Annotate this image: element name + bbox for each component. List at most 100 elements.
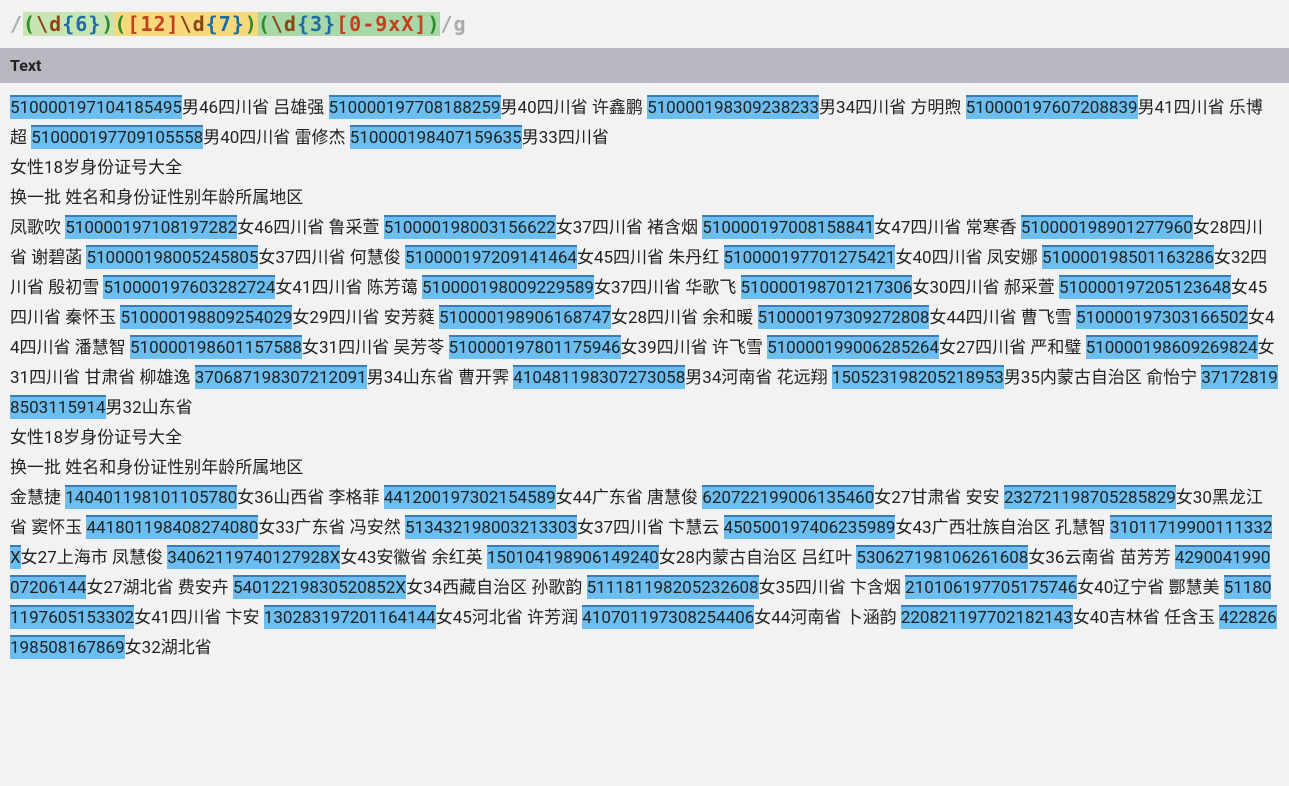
regex-match[interactable]: 510000197303166502 — [1076, 305, 1248, 329]
regex-match[interactable]: 530627198106261608 — [856, 545, 1028, 569]
regex-group3-close: ) — [427, 12, 440, 36]
regex-group3-quant: {3} — [297, 12, 336, 36]
regex-match[interactable]: 510000199006285264 — [767, 335, 939, 359]
regex-match[interactable]: 510000198501163286 — [1042, 245, 1214, 269]
plain-text: 女30四川省 郝采萱 — [912, 278, 1059, 298]
plain-text: 男34四川省 方明煦 — [819, 98, 966, 118]
plain-text: 女31四川省 吴芳苓 — [302, 338, 449, 358]
plain-text: 女35四川省 卞含烟 — [759, 578, 906, 598]
plain-text: 女45四川省 朱丹红 — [577, 248, 724, 268]
plain-text: 女29四川省 安芳蕤 — [292, 308, 439, 328]
plain-text: 换一批 姓名和身份证性别年龄所属地区 — [10, 188, 303, 208]
regex-group3-charclass: [0-9xX] — [336, 12, 427, 36]
plain-text: 男46四川省 吕雄强 — [182, 98, 329, 118]
regex-match[interactable]: 510000197104185495 — [10, 95, 182, 119]
text-section-header: Text — [0, 48, 1289, 83]
regex-match[interactable]: 510000197701275421 — [724, 245, 896, 269]
regex-match[interactable]: 511181198205232608 — [587, 575, 759, 599]
regex-match[interactable]: 510000197108197282 — [65, 215, 237, 239]
plain-text: 女45河北省 许芳润 — [436, 608, 583, 628]
plain-text: 女36云南省 苗芳芳 — [1028, 548, 1175, 568]
regex-group3-open: ( — [258, 12, 271, 36]
regex-match[interactable]: 510000198701217306 — [741, 275, 913, 299]
plain-text: 男34河南省 花远翔 — [685, 368, 832, 388]
regex-match[interactable]: 510000198901277960 — [1021, 215, 1193, 239]
plain-text: 换一批 姓名和身份证性别年龄所属地区 — [10, 458, 303, 478]
regex-match[interactable]: 410481198307273058 — [513, 365, 685, 389]
regex-match[interactable]: 513432198003213303 — [405, 515, 577, 539]
regex-match[interactable]: 510000197008158841 — [702, 215, 874, 239]
regex-group1-open: ( — [23, 12, 36, 36]
plain-text: 女37四川省 何慧俊 — [258, 248, 405, 268]
plain-text: 女41四川省 卞安 — [134, 608, 264, 628]
plain-text: 男35内蒙古自治区 俞怡宁 — [1004, 368, 1202, 388]
regex-match[interactable]: 140401198101105780 — [65, 485, 237, 509]
regex-match[interactable]: 510000197709105558 — [31, 125, 203, 149]
regex-expression-bar[interactable]: /(\d{6})([12]\d{7})(\d{3}[0-9xX])/g — [0, 0, 1289, 48]
regex-group3-escape: \d — [271, 12, 297, 36]
regex-match[interactable]: 510000198407159635 — [350, 125, 522, 149]
plain-text: 女40吉林省 任含玉 — [1073, 608, 1220, 628]
regex-match[interactable]: 510000198309238233 — [647, 95, 819, 119]
plain-text: 男40四川省 雷修杰 — [203, 128, 350, 148]
regex-group2-open: ( — [114, 12, 127, 36]
regex-match[interactable]: 510000197209141464 — [405, 245, 577, 269]
regex-match[interactable]: 54012219830520852X — [233, 575, 406, 599]
plain-text: 女37四川省 卞慧云 — [577, 518, 724, 538]
plain-text: 女27甘肃省 安安 — [874, 488, 1004, 508]
regex-match[interactable]: 130283197201164144 — [264, 605, 436, 629]
regex-open-delimiter: / — [10, 12, 23, 36]
regex-match[interactable]: 510000197607208839 — [966, 95, 1138, 119]
plain-text: 女37四川省 褚含烟 — [556, 218, 703, 238]
regex-match[interactable]: 441200197302154589 — [384, 485, 556, 509]
plain-text: 女27上海市 凤慧俊 — [21, 548, 168, 568]
regex-match[interactable]: 450500197406235989 — [724, 515, 896, 539]
plain-text: 女28四川省 余和暖 — [611, 308, 758, 328]
regex-match[interactable]: 510000198809254029 — [120, 305, 292, 329]
regex-match[interactable]: 150104198906149240 — [487, 545, 659, 569]
regex-match[interactable]: 510000197309272808 — [758, 305, 930, 329]
regex-match[interactable]: 510000198005245805 — [86, 245, 258, 269]
regex-close-delimiter: / — [440, 12, 453, 36]
regex-match[interactable]: 510000197801175946 — [449, 335, 621, 359]
regex-match[interactable]: 370687198307212091 — [195, 365, 367, 389]
plain-text: 男32山东省 — [106, 398, 193, 418]
plain-text: 女44河南省 卜涵韵 — [754, 608, 901, 628]
plain-text: 女40辽宁省 酆慧美 — [1077, 578, 1224, 598]
regex-match[interactable]: 510000197205123648 — [1059, 275, 1231, 299]
regex-match[interactable]: 410701197308254406 — [582, 605, 754, 629]
regex-match[interactable]: 510000198601157588 — [130, 335, 302, 359]
regex-group2-quant: {7} — [206, 12, 245, 36]
regex-match[interactable]: 620722199006135460 — [702, 485, 874, 509]
regex-match[interactable]: 510000197603282724 — [103, 275, 275, 299]
regex-match[interactable]: 510000197708188259 — [329, 95, 501, 119]
plain-text: 女46四川省 鲁采萱 — [237, 218, 384, 238]
plain-text: 女33广东省 冯安然 — [258, 518, 405, 538]
plain-text: 凤歌吹 — [10, 218, 65, 238]
regex-group2-close: ) — [245, 12, 258, 36]
regex-pattern: (\d{6})([12]\d{7})(\d{3}[0-9xX]) — [23, 10, 440, 38]
regex-group1-quant: {6} — [62, 12, 101, 36]
test-text-area[interactable]: 510000197104185495男46四川省 吕雄强 51000019770… — [0, 83, 1289, 673]
regex-match[interactable]: 510000198906168747 — [439, 305, 611, 329]
plain-text: 男40四川省 许鑫鹏 — [501, 98, 648, 118]
plain-text: 女36山西省 李格菲 — [237, 488, 384, 508]
regex-match[interactable]: 220821197702182143 — [901, 605, 1073, 629]
regex-group2-charclass: [12] — [127, 12, 179, 36]
regex-match[interactable]: 210106197705175746 — [905, 575, 1077, 599]
regex-match[interactable]: 150523198205218953 — [832, 365, 1004, 389]
regex-group1-close: ) — [101, 12, 114, 36]
regex-match[interactable]: 510000198609269824 — [1086, 335, 1258, 359]
regex-match[interactable]: 441801198408274080 — [86, 515, 258, 539]
plain-text: 男33四川省 — [522, 128, 609, 148]
regex-match[interactable]: 34062119740127928X — [167, 545, 340, 569]
plain-text: 女41四川省 陈芳蔼 — [275, 278, 422, 298]
plain-text: 金慧捷 — [10, 488, 65, 508]
plain-text: 女性18岁身份证号大全 — [10, 158, 182, 178]
plain-text: 女47四川省 常寒香 — [874, 218, 1021, 238]
plain-text: 女43广西壮族自治区 孔慧智 — [895, 518, 1110, 538]
plain-text: 女28内蒙古自治区 吕红叶 — [659, 548, 857, 568]
regex-match[interactable]: 232721198705285829 — [1004, 485, 1176, 509]
regex-match[interactable]: 510000198003156622 — [384, 215, 556, 239]
regex-match[interactable]: 510000198009229589 — [422, 275, 594, 299]
